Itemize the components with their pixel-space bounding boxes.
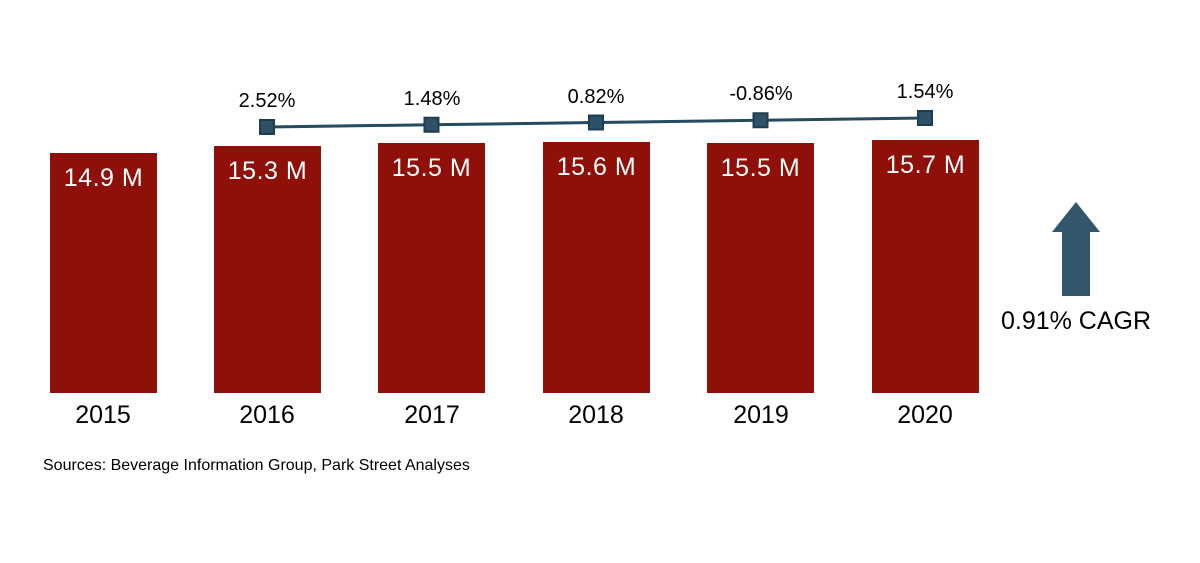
bar-2018: 15.6 M <box>543 142 650 393</box>
cagr-label: 0.91% CAGR <box>1000 307 1152 335</box>
bar-value-label-2020: 15.7 M <box>885 151 966 179</box>
bar-2019: 15.5 M <box>707 143 814 393</box>
sources-note: Sources: Beverage Information Group, Par… <box>43 457 470 474</box>
year-label-2017: 2017 <box>404 401 460 429</box>
growth-label-2016: 2.52% <box>238 90 296 112</box>
year-label-2018: 2018 <box>568 401 624 429</box>
bar-value-label-2019: 15.5 M <box>720 154 801 182</box>
bar-2017: 15.5 M <box>378 143 485 393</box>
growth-label-2018: 0.82% <box>567 86 625 108</box>
year-label-2015: 2015 <box>75 401 131 429</box>
bar-value-label-2017: 15.5 M <box>391 154 472 182</box>
bar-2020: 15.7 M <box>872 140 979 393</box>
marker-2017 <box>423 116 440 133</box>
bar-value-label-2018: 15.6 M <box>556 153 637 181</box>
marker-2016 <box>259 119 275 135</box>
bar-2016: 15.3 M <box>214 146 321 393</box>
growth-label-2017: 1.48% <box>403 88 461 110</box>
bar-value-label-2015: 14.9 M <box>63 164 144 192</box>
marker-2020 <box>917 110 933 126</box>
bar-2015: 14.9 M <box>50 153 157 393</box>
marker-2019 <box>752 112 769 129</box>
marker-2018 <box>588 114 604 131</box>
year-label-2016: 2016 <box>239 401 295 429</box>
growth-label-2019: -0.86% <box>729 83 793 105</box>
growth-label-2020: 1.54% <box>896 81 954 103</box>
bar-value-label-2016: 15.3 M <box>227 157 308 185</box>
year-label-2020: 2020 <box>897 401 953 429</box>
year-label-2019: 2019 <box>733 401 789 429</box>
